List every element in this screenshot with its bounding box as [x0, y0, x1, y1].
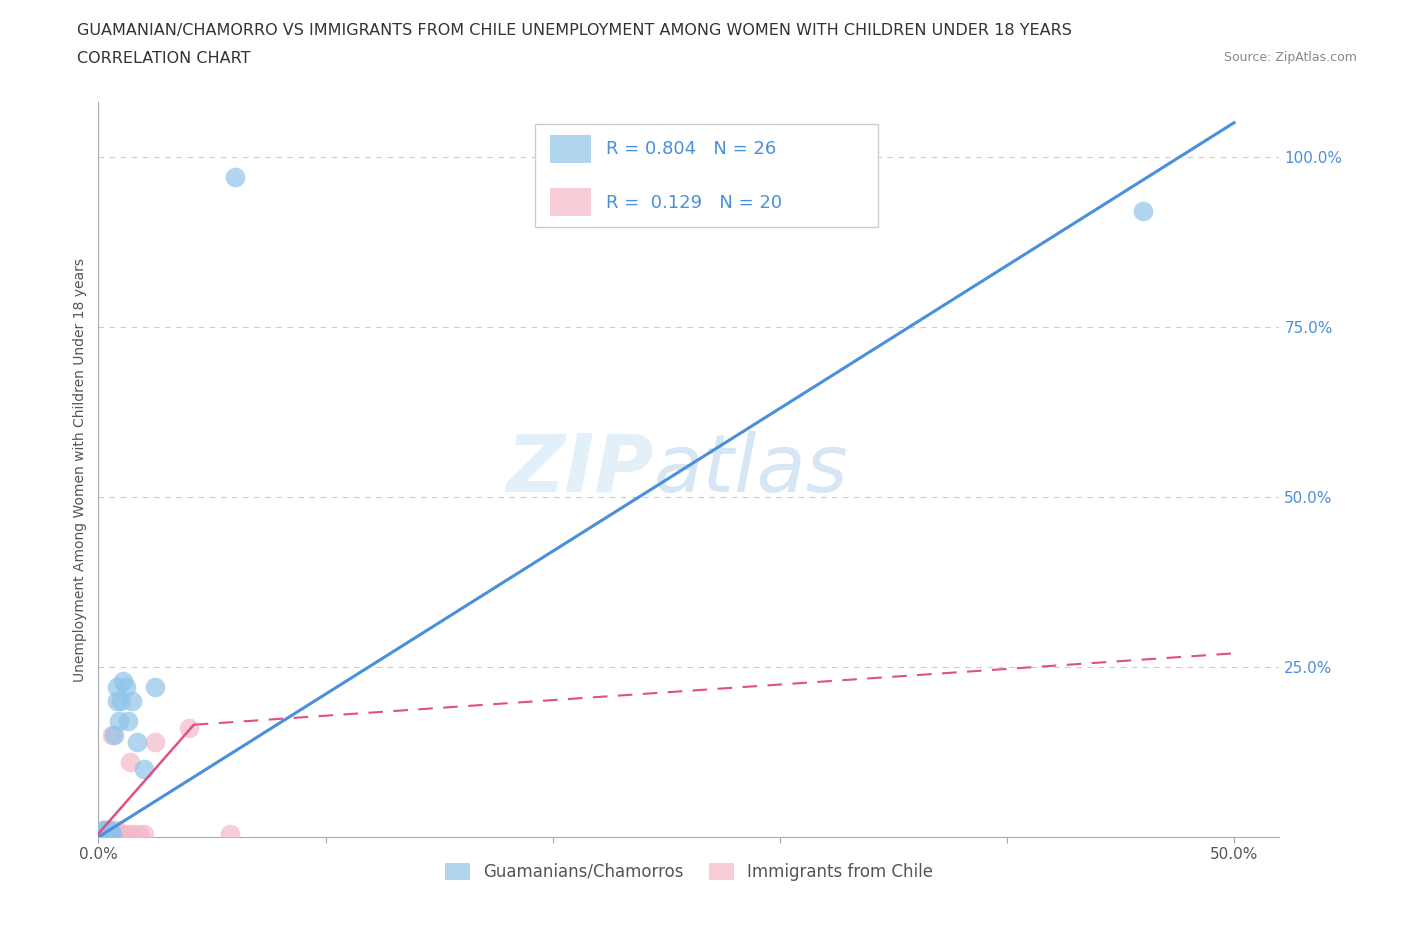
Y-axis label: Unemployment Among Women with Children Under 18 years: Unemployment Among Women with Children U…: [73, 258, 87, 682]
Point: [90, 826, 112, 841]
Point: [101, 826, 124, 841]
Point: [110, 826, 132, 841]
Point: [117, 714, 139, 729]
Point: [108, 714, 131, 729]
Point: [125, 735, 148, 750]
Point: [143, 735, 166, 750]
Text: ZIP: ZIP: [506, 431, 654, 509]
Point: [101, 727, 124, 742]
Point: [103, 727, 125, 742]
Point: [90, 826, 112, 841]
Point: [105, 680, 128, 695]
Point: [98, 826, 121, 841]
Point: [121, 694, 143, 709]
Point: [114, 826, 136, 841]
Point: [219, 826, 242, 841]
Point: [103, 826, 125, 841]
Point: [96, 826, 118, 841]
Point: [94, 823, 117, 838]
Point: [105, 694, 128, 709]
Text: R =  0.129   N = 20: R = 0.129 N = 20: [606, 194, 782, 212]
Point: [121, 826, 143, 841]
Point: [112, 673, 135, 688]
Text: Source: ZipAtlas.com: Source: ZipAtlas.com: [1223, 51, 1357, 64]
Legend: Guamanians/Chamorros, Immigrants from Chile: Guamanians/Chamorros, Immigrants from Ch…: [439, 856, 939, 887]
Text: R = 0.804   N = 26: R = 0.804 N = 26: [606, 140, 776, 157]
Point: [1132, 204, 1154, 219]
Point: [114, 680, 136, 695]
Point: [94, 823, 117, 838]
Point: [120, 755, 142, 770]
Point: [98, 823, 121, 838]
Point: [96, 826, 118, 841]
Point: [224, 169, 246, 184]
Point: [814, 150, 837, 165]
Point: [91, 826, 114, 841]
Point: [94, 826, 117, 841]
Point: [98, 826, 121, 841]
Point: [96, 823, 118, 838]
Point: [91, 826, 114, 841]
Point: [179, 721, 201, 736]
Text: atlas: atlas: [654, 431, 848, 509]
FancyBboxPatch shape: [550, 135, 591, 163]
Point: [143, 680, 166, 695]
FancyBboxPatch shape: [550, 188, 591, 216]
Point: [105, 823, 128, 838]
Point: [98, 823, 121, 838]
Point: [91, 823, 114, 838]
Point: [101, 826, 124, 841]
Point: [108, 826, 131, 841]
Point: [94, 826, 117, 841]
Point: [128, 826, 150, 841]
Point: [110, 694, 132, 709]
Point: [132, 826, 155, 841]
Point: [132, 762, 155, 777]
Text: GUAMANIAN/CHAMORRO VS IMMIGRANTS FROM CHILE UNEMPLOYMENT AMONG WOMEN WITH CHILDR: GUAMANIAN/CHAMORRO VS IMMIGRANTS FROM CH…: [77, 23, 1073, 38]
FancyBboxPatch shape: [536, 125, 877, 227]
Text: CORRELATION CHART: CORRELATION CHART: [77, 51, 250, 66]
